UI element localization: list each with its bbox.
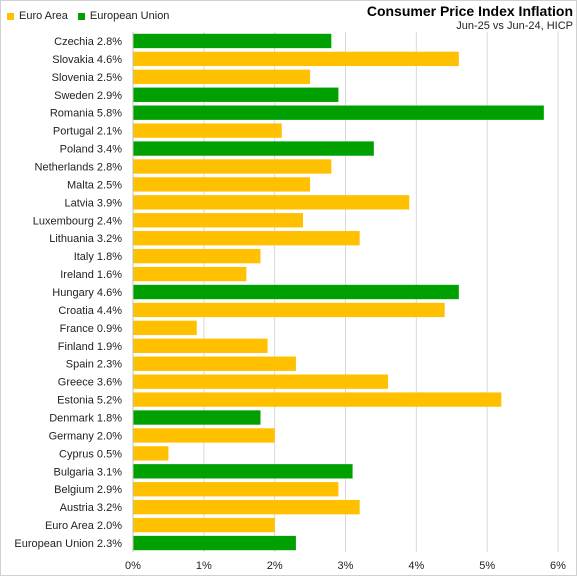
bar <box>133 374 388 389</box>
legend: Euro Area European Union <box>7 10 179 22</box>
category-label: Sweden 2.9% <box>54 90 122 102</box>
bar <box>133 428 275 443</box>
category-label: Latvia 3.9% <box>65 197 123 209</box>
bar <box>133 195 410 210</box>
legend-swatch-european-union <box>77 12 85 20</box>
category-label: Italy 1.8% <box>74 251 123 263</box>
bar <box>133 517 275 533</box>
category-label: Germany 2.0% <box>49 430 123 442</box>
bar <box>133 446 169 461</box>
category-label: Austria 3.2% <box>60 502 123 514</box>
legend-item-european-union: European Union <box>77 10 170 22</box>
x-tick-label: 0% <box>125 560 141 572</box>
bar <box>133 320 197 336</box>
bar <box>133 464 353 479</box>
x-tick-label: 2% <box>267 560 283 572</box>
bar <box>133 482 339 497</box>
bar <box>133 338 268 353</box>
bar <box>133 177 311 192</box>
title-block: Consumer Price Index Inflation Jun-25 vs… <box>367 3 573 33</box>
x-tick-label: 1% <box>196 560 212 572</box>
bar <box>133 159 332 174</box>
category-label: Greece 3.6% <box>58 377 122 389</box>
bar <box>133 248 261 264</box>
legend-swatch-euro-area <box>7 12 14 20</box>
bar <box>133 266 247 282</box>
bar <box>133 284 459 300</box>
bar <box>133 87 339 102</box>
category-label: Ireland 1.6% <box>60 269 122 281</box>
bar <box>133 302 445 318</box>
x-tick-label: 6% <box>550 560 566 572</box>
legend-label-european-union: European Union <box>89 10 170 22</box>
category-label: Slovenia 2.5% <box>52 72 123 84</box>
category-label: Netherlands 2.8% <box>35 161 123 173</box>
bar <box>133 51 459 67</box>
category-label: Lithuania 3.2% <box>49 233 122 245</box>
category-label: Poland 3.4% <box>60 144 123 156</box>
category-label: Cyprus 0.5% <box>59 448 122 460</box>
category-label: Croatia 4.4% <box>58 305 122 317</box>
category-label: Czechia 2.8% <box>54 36 122 48</box>
bar <box>133 356 296 371</box>
bar <box>133 392 502 407</box>
category-label: Estonia 5.2% <box>57 395 122 407</box>
x-tick-label: 5% <box>479 560 495 572</box>
bar <box>133 500 360 515</box>
category-label: France 0.9% <box>60 323 123 335</box>
category-label: Euro Area 2.0% <box>45 520 122 532</box>
bar <box>133 69 311 84</box>
category-label: European Union 2.3% <box>14 538 122 550</box>
category-label: Hungary 4.6% <box>52 287 122 299</box>
category-label: Romania 5.8% <box>50 108 122 120</box>
legend-label-euro-area: Euro Area <box>19 10 68 22</box>
x-tick-label: 4% <box>408 560 424 572</box>
legend-item-euro-area: Euro Area <box>7 10 68 22</box>
bar <box>133 231 360 246</box>
category-label: Denmark 1.8% <box>49 413 122 425</box>
bar <box>133 535 296 551</box>
chart-subtitle: Jun-25 vs Jun-24, HICP <box>456 20 573 32</box>
bar <box>133 105 544 120</box>
category-label: Slovakia 4.6% <box>52 54 122 66</box>
bar <box>133 123 282 138</box>
bar <box>133 410 261 425</box>
bar <box>133 141 374 156</box>
x-tick-label: 3% <box>338 560 354 572</box>
chart-title: Consumer Price Index Inflation <box>366 3 573 19</box>
category-label: Finland 1.9% <box>58 341 122 353</box>
category-label: Spain 2.3% <box>66 359 122 371</box>
category-label: Malta 2.5% <box>67 179 122 191</box>
category-label: Portugal 2.1% <box>53 126 122 138</box>
category-label: Luxembourg 2.4% <box>33 215 122 227</box>
category-label: Bulgaria 3.1% <box>54 466 123 478</box>
category-label: Belgium 2.9% <box>54 484 122 496</box>
bar <box>133 33 332 49</box>
bar <box>133 213 303 228</box>
